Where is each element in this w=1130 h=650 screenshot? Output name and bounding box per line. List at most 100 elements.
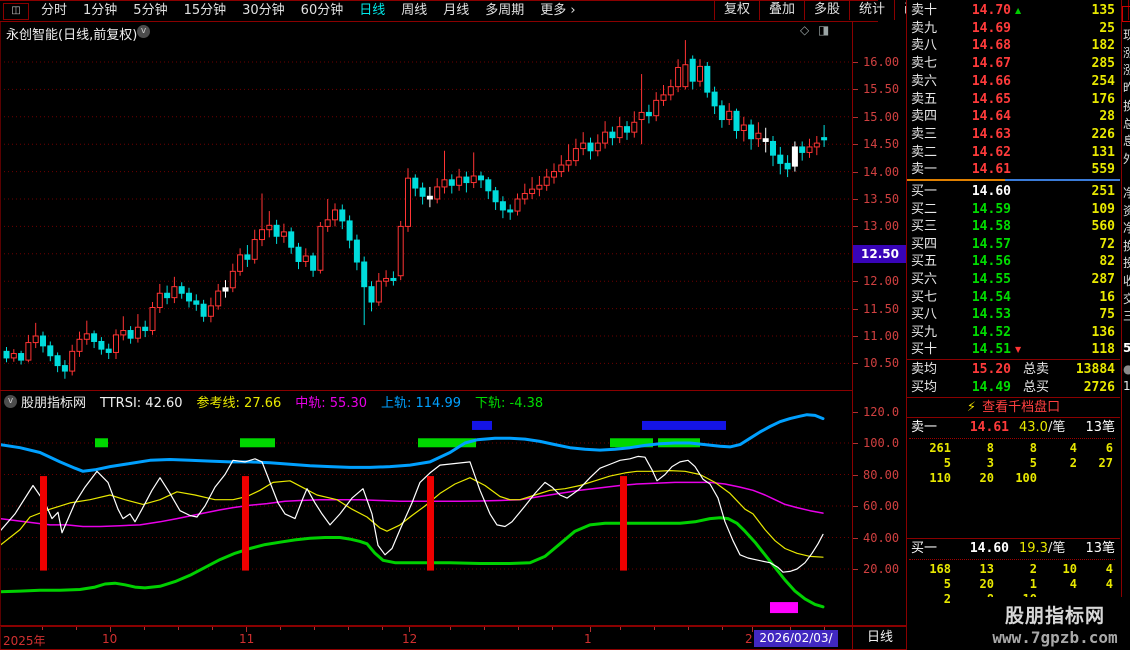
queue-volume: 4 <box>1069 441 1077 455</box>
order-book-sell-row[interactable]: 卖十 14.70 ▲ 135 <box>907 2 1120 20</box>
lightning-icon: ⚡ <box>966 400 977 415</box>
price-tick-label: 11.50 <box>863 301 900 316</box>
order-book-buy-row[interactable]: 买四 14.57 72 <box>907 236 1120 254</box>
toolbar-item-period[interactable]: 日线 <box>359 3 386 18</box>
divider <box>907 538 1120 539</box>
level-volume: 131 <box>1091 144 1115 160</box>
queue-volume: 20 <box>979 577 994 591</box>
level-price: 14.66 <box>971 73 1011 89</box>
window-icon[interactable]: ◫ <box>3 2 29 20</box>
price-tick-label: 10.50 <box>863 356 900 371</box>
diamond-icon[interactable]: ◇ <box>800 23 810 37</box>
view-thousand-levels-link[interactable]: ⚡ 查看千档盘口 <box>966 400 1061 415</box>
order-book-sell-row[interactable]: 卖一 14.61 559 <box>907 161 1120 179</box>
toolbar-item-period[interactable]: 15分钟 <box>183 3 227 18</box>
toolbar-item-action[interactable]: 统计 <box>849 0 894 20</box>
indicator-header: v 股朋指标网 TTRSI: 42.60 参考线: 27.66 中轨: 55.30 上… <box>0 392 853 411</box>
order-book-buy-row[interactable]: 买九 14.52 136 <box>907 324 1120 342</box>
level-label: 买十 <box>911 342 938 358</box>
order-book-sell-row[interactable]: 卖六 14.66 254 <box>907 73 1120 91</box>
period-indicator[interactable]: 日线 <box>853 626 907 650</box>
clipped-label: 换 <box>1123 97 1130 114</box>
toolbar-item-action[interactable]: 复权 <box>713 0 759 20</box>
order-book-buy-row[interactable]: 买一 14.60 251 <box>907 183 1120 201</box>
minor-tick <box>518 627 519 630</box>
clipped-label: 交 <box>1123 290 1130 307</box>
level2-buy-row[interactable]: 买一 14.60 19.3/笔 13笔 <box>911 541 1115 556</box>
level-volume: 82 <box>1099 254 1115 270</box>
level-volume: 136 <box>1091 324 1115 340</box>
toolbar-item-period[interactable]: 30分钟 <box>242 3 285 18</box>
toolbar-item-action[interactable]: 叠加 <box>758 0 804 20</box>
toolbar-item-period[interactable]: 分时 <box>41 3 68 18</box>
order-book-buy-row[interactable]: 买三 14.58 560 <box>907 218 1120 236</box>
toolbar-item-action[interactable]: 多股 <box>803 0 849 20</box>
queue-volume: 168 <box>929 562 951 576</box>
order-book-buy-row[interactable]: 买八 14.53 75 <box>907 306 1120 324</box>
clipped-label: 资 <box>1123 202 1130 219</box>
date-label: 12 <box>402 632 418 646</box>
price-tick-label: 14.50 <box>863 137 900 152</box>
minor-tick <box>314 627 315 630</box>
clipped-label: 总 <box>1123 115 1130 132</box>
level-label: 买九 <box>911 324 938 340</box>
minor-tick <box>76 627 77 630</box>
minor-tick <box>42 627 43 630</box>
queue-volume: 6 <box>1105 441 1113 455</box>
clipped-label: 换 <box>1123 237 1130 254</box>
divider <box>907 359 1120 360</box>
minor-tick <box>450 627 451 630</box>
order-book-buy-row[interactable]: 买六 14.55 287 <box>907 271 1120 289</box>
level-label: 买三 <box>911 219 938 235</box>
order-book-sell-row[interactable]: 卖五 14.65 176 <box>907 91 1120 109</box>
order-book-buy-row[interactable]: 买七 14.54 16 <box>907 289 1120 307</box>
total-volume: 2726 <box>1083 379 1115 395</box>
toolbar-item-period[interactable]: 更多 › <box>540 3 576 18</box>
tick <box>853 144 858 146</box>
toolbar-item-period[interactable]: 60分钟 <box>300 3 344 18</box>
queue-row: 261 8 8 4 6 <box>907 441 1120 456</box>
indicator-value: 下轨: -4.38 <box>475 396 544 411</box>
candlestick-chart-canvas[interactable] <box>0 40 853 390</box>
date-highlight: 2026/02/03/二 <box>754 630 838 650</box>
order-book-sell-row[interactable]: 卖七 14.67 285 <box>907 55 1120 73</box>
divider <box>907 397 1120 398</box>
order-book-sell-row[interactable]: 卖八 14.68 182 <box>907 37 1120 55</box>
queue-volume: 2 <box>1029 562 1037 576</box>
chart-title-bar: 永创智能(日线,前复权) v ◇ ◨ <box>0 22 853 43</box>
level-label: 买八 <box>911 307 938 323</box>
clipped-button <box>1122 6 1130 22</box>
toolbar-item-period[interactable]: 5分钟 <box>133 3 168 18</box>
queue-volume: 3 <box>986 456 994 470</box>
split-panel-icon[interactable]: ◨ <box>818 23 830 37</box>
order-book-sell-row[interactable]: 卖二 14.62 131 <box>907 144 1120 162</box>
level-label: 买七 <box>911 289 938 305</box>
tick <box>853 474 858 476</box>
order-book-buy-row[interactable]: 买五 14.56 82 <box>907 253 1120 271</box>
order-book-buy-row[interactable]: 买十 14.51 ▼ 118 <box>907 341 1120 359</box>
month-tick <box>110 627 111 632</box>
indicator-tick-label: 20.00 <box>863 562 900 576</box>
toolbar-item-period[interactable]: 周线 <box>401 3 428 18</box>
tick <box>853 569 858 570</box>
toolbar-item-period[interactable]: 1分钟 <box>83 3 118 18</box>
clipped-label: 外 <box>1123 150 1130 167</box>
toolbar-item-period[interactable]: 多周期 <box>485 3 525 18</box>
minor-tick <box>620 627 621 630</box>
order-book-buy-row[interactable]: 买二 14.59 109 <box>907 201 1120 219</box>
level-label: 卖四 <box>911 109 938 125</box>
price-tick-label: 13.00 <box>863 219 900 234</box>
level2-sell-row[interactable]: 卖一 14.61 43.0/笔 13笔 <box>911 420 1115 435</box>
order-book-sell-row[interactable]: 卖四 14.64 28 <box>907 108 1120 126</box>
clipped-label: 收 <box>1123 272 1130 289</box>
toolbar-item-period[interactable]: 月线 <box>443 3 470 18</box>
indicator-chart-canvas[interactable] <box>0 412 853 625</box>
clipped-label: 现 <box>1123 26 1130 43</box>
level-label: 卖九 <box>911 20 938 36</box>
collapse-icon[interactable]: v <box>4 395 17 408</box>
chevron-down-icon[interactable]: v <box>137 25 150 38</box>
order-book-sell-row[interactable]: 卖三 14.63 226 <box>907 126 1120 144</box>
order-book-sell-row[interactable]: 卖九 14.69 25 <box>907 20 1120 38</box>
queue-row: 168 13 2 10 4 <box>907 562 1120 577</box>
